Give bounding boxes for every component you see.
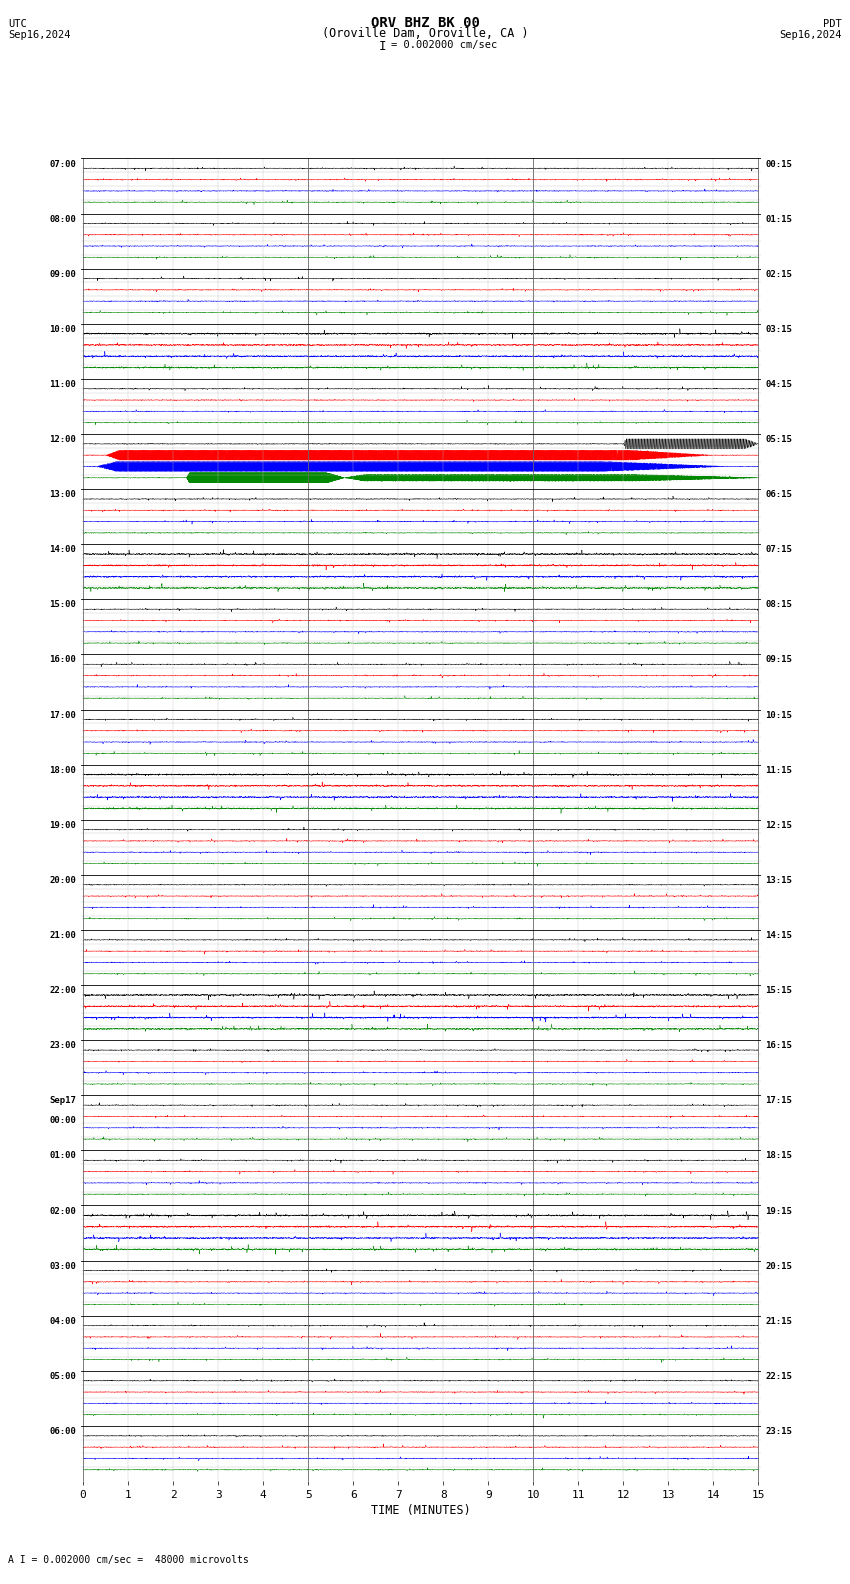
- Text: 20:15: 20:15: [765, 1262, 792, 1270]
- Text: 23:15: 23:15: [765, 1427, 792, 1437]
- Text: 23:00: 23:00: [49, 1041, 76, 1050]
- Text: 20:00: 20:00: [49, 876, 76, 885]
- Text: 02:00: 02:00: [49, 1207, 76, 1215]
- Text: 08:15: 08:15: [765, 600, 792, 610]
- Text: 09:00: 09:00: [49, 269, 76, 279]
- Text: Sep16,2024: Sep16,2024: [779, 30, 842, 40]
- Text: 13:00: 13:00: [49, 489, 76, 499]
- Text: 14:00: 14:00: [49, 545, 76, 554]
- Text: 04:15: 04:15: [765, 380, 792, 390]
- Text: 10:00: 10:00: [49, 325, 76, 334]
- Text: 19:15: 19:15: [765, 1207, 792, 1215]
- Text: 06:15: 06:15: [765, 489, 792, 499]
- Text: = 0.002000 cm/sec: = 0.002000 cm/sec: [391, 40, 497, 49]
- Text: 01:00: 01:00: [49, 1152, 76, 1161]
- Text: 13:15: 13:15: [765, 876, 792, 885]
- Text: 12:15: 12:15: [765, 821, 792, 830]
- Text: 03:15: 03:15: [765, 325, 792, 334]
- Text: 00:00: 00:00: [49, 1117, 76, 1125]
- Text: 05:15: 05:15: [765, 436, 792, 444]
- Text: 17:15: 17:15: [765, 1096, 792, 1106]
- Text: 06:00: 06:00: [49, 1427, 76, 1437]
- Text: (Oroville Dam, Oroville, CA ): (Oroville Dam, Oroville, CA ): [321, 27, 529, 40]
- Text: 04:00: 04:00: [49, 1316, 76, 1326]
- Text: 02:15: 02:15: [765, 269, 792, 279]
- X-axis label: TIME (MINUTES): TIME (MINUTES): [371, 1505, 471, 1517]
- Text: 15:15: 15:15: [765, 987, 792, 995]
- Text: 07:00: 07:00: [49, 160, 76, 168]
- Text: 08:00: 08:00: [49, 214, 76, 223]
- Text: 10:15: 10:15: [765, 711, 792, 719]
- Text: 18:15: 18:15: [765, 1152, 792, 1161]
- Text: 12:00: 12:00: [49, 436, 76, 444]
- Text: 22:15: 22:15: [765, 1372, 792, 1381]
- Text: 21:00: 21:00: [49, 931, 76, 939]
- Text: 03:00: 03:00: [49, 1262, 76, 1270]
- Text: 17:00: 17:00: [49, 711, 76, 719]
- Text: 05:00: 05:00: [49, 1372, 76, 1381]
- Text: ORV BHZ BK 00: ORV BHZ BK 00: [371, 16, 479, 30]
- Text: 16:15: 16:15: [765, 1041, 792, 1050]
- Text: 09:15: 09:15: [765, 656, 792, 665]
- Text: I: I: [379, 40, 387, 52]
- Text: 14:15: 14:15: [765, 931, 792, 939]
- Text: 19:00: 19:00: [49, 821, 76, 830]
- Text: 01:15: 01:15: [765, 214, 792, 223]
- Text: 00:15: 00:15: [765, 160, 792, 168]
- Text: 18:00: 18:00: [49, 765, 76, 775]
- Text: PDT: PDT: [823, 19, 842, 29]
- Text: A I = 0.002000 cm/sec =  48000 microvolts: A I = 0.002000 cm/sec = 48000 microvolts: [8, 1555, 249, 1565]
- Text: 21:15: 21:15: [765, 1316, 792, 1326]
- Text: 11:15: 11:15: [765, 765, 792, 775]
- Text: Sep17: Sep17: [49, 1096, 76, 1106]
- Text: UTC: UTC: [8, 19, 27, 29]
- Text: 16:00: 16:00: [49, 656, 76, 665]
- Text: 07:15: 07:15: [765, 545, 792, 554]
- Text: 15:00: 15:00: [49, 600, 76, 610]
- Text: 11:00: 11:00: [49, 380, 76, 390]
- Text: Sep16,2024: Sep16,2024: [8, 30, 71, 40]
- Text: 22:00: 22:00: [49, 987, 76, 995]
